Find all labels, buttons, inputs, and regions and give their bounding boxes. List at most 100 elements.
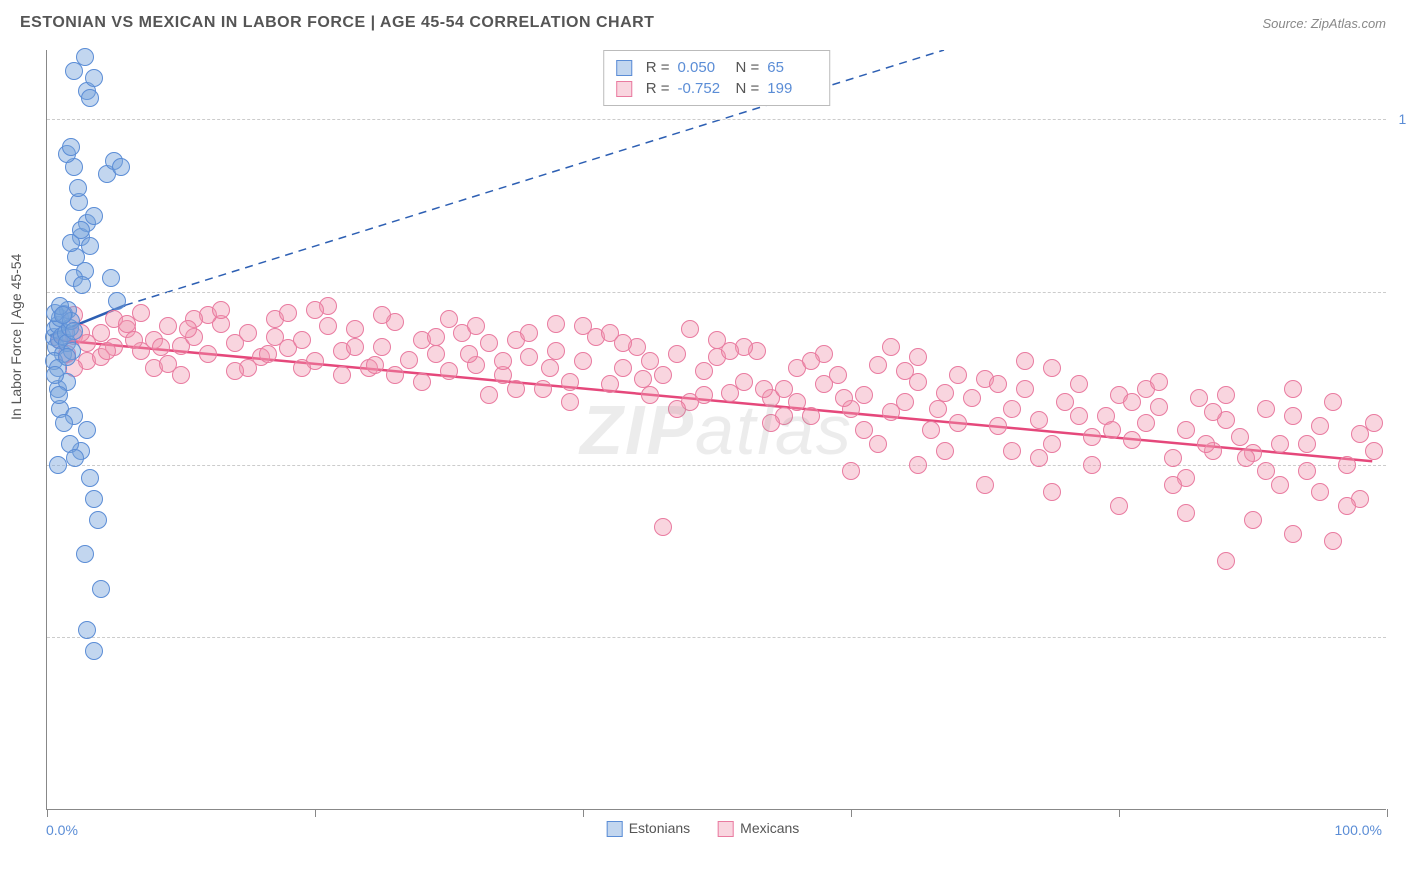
legend-n_label: N = <box>736 59 760 76</box>
y-tick-label: 87.5% <box>1390 284 1406 300</box>
mexican-point <box>1030 449 1048 467</box>
mexican-point <box>1311 483 1329 501</box>
legend-r_label: R = <box>646 59 670 76</box>
legend-stats-row: R =-0.752N =199 <box>616 78 818 99</box>
estonian-point <box>85 207 103 225</box>
mexican-point <box>1338 456 1356 474</box>
mexican-point <box>1231 428 1249 446</box>
estonian-point <box>102 269 120 287</box>
x-tick <box>1387 809 1388 817</box>
mexican-point <box>440 310 458 328</box>
mexican-point <box>293 331 311 349</box>
mexican-point <box>226 362 244 380</box>
mexican-point <box>413 373 431 391</box>
mexican-point <box>366 356 384 374</box>
mexican-point <box>614 334 632 352</box>
mexican-point <box>480 386 498 404</box>
mexican-point <box>172 366 190 384</box>
mexican-point <box>386 366 404 384</box>
y-tick-label: 75.0% <box>1390 457 1406 473</box>
y-axis-label: In Labor Force | Age 45-54 <box>8 254 24 420</box>
mexican-point <box>1177 504 1195 522</box>
mexican-point <box>909 348 927 366</box>
mexican-point <box>427 328 445 346</box>
mexican-point <box>1043 359 1061 377</box>
estonian-point <box>65 322 83 340</box>
estonian-point <box>89 511 107 529</box>
mexican-point <box>152 338 170 356</box>
mexican-point <box>949 414 967 432</box>
mexican-point <box>762 414 780 432</box>
mexican-point <box>507 380 525 398</box>
mexican-point <box>855 386 873 404</box>
mexican-point <box>1150 398 1168 416</box>
legend-r_label: R = <box>646 80 670 97</box>
mexican-point <box>922 421 940 439</box>
gridline <box>47 119 1386 120</box>
mexican-point <box>1150 373 1168 391</box>
legend-n: 65 <box>767 59 817 76</box>
mexican-point <box>561 393 579 411</box>
mexican-point <box>279 304 297 322</box>
mexican-swatch-icon <box>616 81 632 97</box>
mexican-point <box>1204 403 1222 421</box>
mexican-point <box>1003 400 1021 418</box>
legend-stats-row: R = 0.050 N = 65 <box>616 57 818 78</box>
legend-n: 199 <box>767 80 817 97</box>
estonian-point <box>46 366 64 384</box>
mexican-point <box>1123 393 1141 411</box>
source-label: Source: ZipAtlas.com <box>1262 16 1386 31</box>
mexican-point <box>1284 380 1302 398</box>
mexican-point <box>520 324 538 342</box>
mexican-point <box>788 393 806 411</box>
mexican-point <box>346 338 364 356</box>
mexican-point <box>896 362 914 380</box>
estonian-point <box>55 414 73 432</box>
mexican-point <box>1164 449 1182 467</box>
mexican-point <box>835 389 853 407</box>
mexican-point <box>708 331 726 349</box>
estonian-point <box>49 456 67 474</box>
mexican-point <box>735 373 753 391</box>
mexican-point <box>266 328 284 346</box>
mexican-point <box>1311 417 1329 435</box>
mexican-point <box>1197 435 1215 453</box>
mexican-point <box>1298 462 1316 480</box>
mexican-point <box>460 345 478 363</box>
estonian-point <box>92 580 110 598</box>
legend-label: Estonians <box>629 820 690 836</box>
estonian-swatch-icon <box>616 60 632 76</box>
mexican-point <box>1298 435 1316 453</box>
mexican-point <box>601 375 619 393</box>
mexican-point <box>1110 497 1128 515</box>
estonian-point <box>73 276 91 294</box>
estonian-point <box>69 179 87 197</box>
mexican-point <box>882 338 900 356</box>
estonian-point <box>62 138 80 156</box>
mexican-point <box>373 306 391 324</box>
legend-r: 0.050 <box>678 59 728 76</box>
mexican-point <box>829 366 847 384</box>
x-axis-min-label: 0.0% <box>46 822 78 838</box>
mexican-point <box>239 324 257 342</box>
mexican-point <box>574 352 592 370</box>
legend-label: Mexicans <box>740 820 799 836</box>
mexican-point <box>1324 532 1342 550</box>
mexican-point <box>132 304 150 322</box>
mexican-point <box>1237 449 1255 467</box>
mexican-point <box>259 345 277 363</box>
mexican-point <box>1365 442 1383 460</box>
mexican-point <box>1244 511 1262 529</box>
mexican-point <box>1043 435 1061 453</box>
mexican-point <box>1123 431 1141 449</box>
mexican-point <box>306 301 324 319</box>
legend-stats-box: R = 0.050 N = 65 R =-0.752N =199 <box>603 50 831 106</box>
estonian-point <box>76 545 94 563</box>
mexican-point <box>1284 407 1302 425</box>
mexican-point <box>896 393 914 411</box>
estonian-point <box>85 69 103 87</box>
mexican-point <box>755 380 773 398</box>
estonian-point <box>81 237 99 255</box>
x-tick <box>315 809 316 817</box>
mexican-point <box>293 359 311 377</box>
